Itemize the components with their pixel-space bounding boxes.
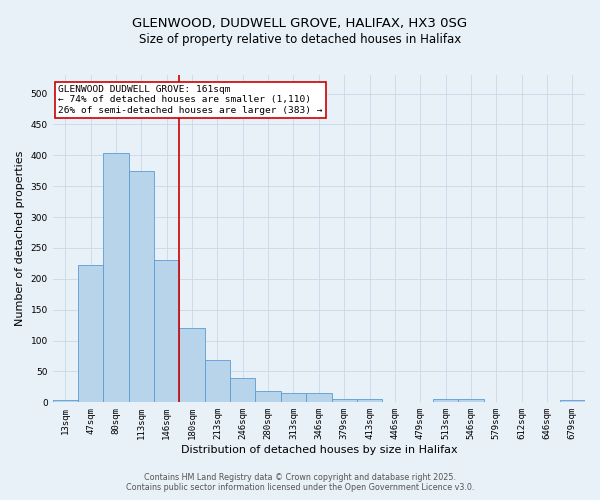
Bar <box>53 400 78 402</box>
Bar <box>433 399 458 402</box>
Bar <box>78 265 103 402</box>
Bar <box>179 328 205 402</box>
Y-axis label: Number of detached properties: Number of detached properties <box>15 151 25 326</box>
Bar <box>332 398 357 402</box>
Bar <box>154 260 179 402</box>
Bar <box>357 398 382 402</box>
Bar <box>458 399 484 402</box>
Bar <box>281 393 306 402</box>
Bar <box>306 393 332 402</box>
Bar <box>205 360 230 403</box>
Text: GLENWOOD DUDWELL GROVE: 161sqm
← 74% of detached houses are smaller (1,110)
26% : GLENWOOD DUDWELL GROVE: 161sqm ← 74% of … <box>58 85 322 114</box>
Bar <box>560 400 585 402</box>
Text: Contains HM Land Registry data © Crown copyright and database right 2025.
Contai: Contains HM Land Registry data © Crown c… <box>126 473 474 492</box>
Bar <box>129 170 154 402</box>
Bar <box>256 391 281 402</box>
Bar <box>103 154 129 402</box>
Text: GLENWOOD, DUDWELL GROVE, HALIFAX, HX3 0SG: GLENWOOD, DUDWELL GROVE, HALIFAX, HX3 0S… <box>133 18 467 30</box>
Text: Size of property relative to detached houses in Halifax: Size of property relative to detached ho… <box>139 32 461 46</box>
X-axis label: Distribution of detached houses by size in Halifax: Distribution of detached houses by size … <box>181 445 457 455</box>
Bar <box>230 378 256 402</box>
